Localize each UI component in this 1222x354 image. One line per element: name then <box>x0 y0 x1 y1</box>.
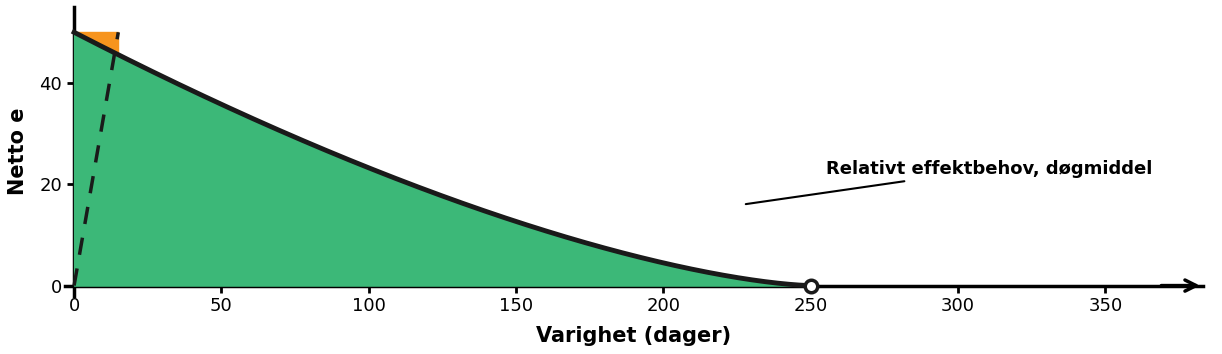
Text: Relativt effektbehov, døgmiddel: Relativt effektbehov, døgmiddel <box>745 160 1152 204</box>
X-axis label: Varighet (dager): Varighet (dager) <box>536 326 732 347</box>
Y-axis label: Netto e: Netto e <box>9 108 28 195</box>
